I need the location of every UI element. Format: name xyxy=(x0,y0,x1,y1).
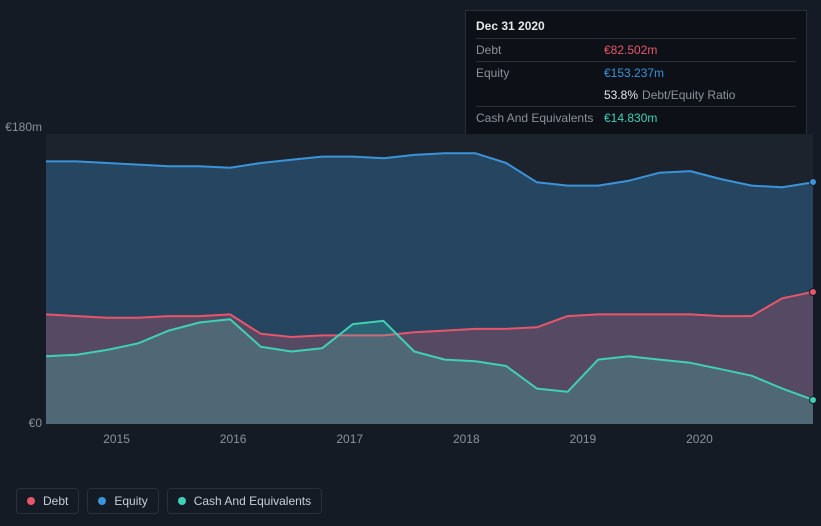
legend-item[interactable]: Equity xyxy=(87,488,158,514)
y-axis-label-max: €180m xyxy=(2,120,42,134)
x-axis-label: 2016 xyxy=(220,432,247,446)
legend-label: Equity xyxy=(114,494,147,508)
series-end-marker xyxy=(809,288,817,296)
x-axis-label: 2020 xyxy=(686,432,713,446)
legend-item[interactable]: Cash And Equivalents xyxy=(167,488,322,514)
legend-label: Cash And Equivalents xyxy=(194,494,311,508)
tooltip-row-value: €153.237m xyxy=(604,64,664,82)
legend: Debt Equity Cash And Equivalents xyxy=(16,488,322,514)
tooltip-row: Equity€153.237m xyxy=(476,61,796,84)
x-axis-label: 2018 xyxy=(453,432,480,446)
tooltip-row-suffix: Debt/Equity Ratio xyxy=(642,86,735,104)
plot-area[interactable] xyxy=(46,134,813,424)
series-end-marker xyxy=(809,396,817,404)
chart: €180m €0 201520162017201820192020 xyxy=(16,120,813,440)
tooltip-row-label: Equity xyxy=(476,64,604,82)
y-axis-label-min: €0 xyxy=(2,416,42,430)
legend-dot-icon xyxy=(178,497,186,505)
tooltip-row: 53.8%Debt/Equity Ratio xyxy=(476,84,796,106)
legend-item[interactable]: Debt xyxy=(16,488,79,514)
legend-dot-icon xyxy=(27,497,35,505)
legend-label: Debt xyxy=(43,494,68,508)
legend-dot-icon xyxy=(98,497,106,505)
tooltip-row: Debt€82.502m xyxy=(476,38,796,61)
x-axis-label: 2015 xyxy=(103,432,130,446)
chart-svg xyxy=(46,134,813,424)
x-axis-label: 2019 xyxy=(570,432,597,446)
x-axis-label: 2017 xyxy=(336,432,363,446)
data-tooltip: Dec 31 2020 Debt€82.502mEquity€153.237m5… xyxy=(465,10,807,136)
tooltip-row-value: €82.502m xyxy=(604,41,657,59)
tooltip-date: Dec 31 2020 xyxy=(476,17,796,38)
x-axis: 2015 2016 2017 2018 2019 2020 xyxy=(46,432,813,452)
tooltip-row-value: 53.8% xyxy=(604,86,638,104)
series-end-marker xyxy=(809,178,817,186)
tooltip-row-label xyxy=(476,86,604,104)
tooltip-row-label: Debt xyxy=(476,41,604,59)
